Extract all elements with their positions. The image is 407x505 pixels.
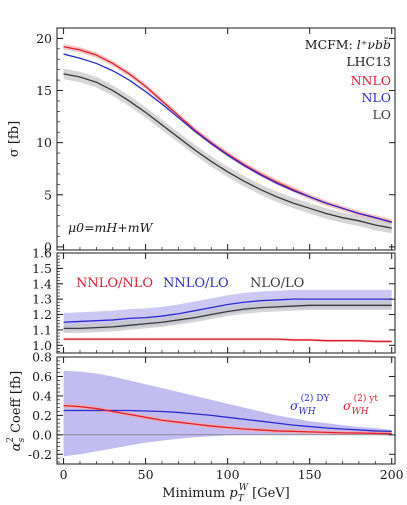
middle-ytick-label: 1.3 [32, 292, 52, 307]
bottom-line-layer [57, 404, 395, 436]
coeff-text: Coeff [fb] [9, 371, 24, 437]
bottom-line-2-dy-wh [63, 409, 392, 433]
middle-ytick-label: 1.0 [32, 338, 52, 353]
middle-ytick-label: 1.2 [32, 307, 52, 322]
legend-sigma-yt: σWH(2) yt [343, 393, 378, 417]
alpha-sup: 2 [6, 437, 16, 443]
bottom-ytick-label: 0.2 [32, 408, 52, 423]
sigma-dy-sub: WH [299, 407, 316, 417]
legend-nnlo: NNLO [351, 73, 391, 88]
alpha-sub: s [17, 437, 27, 442]
top-line-lo [63, 73, 392, 229]
top-ytick-label: 15 [36, 83, 52, 98]
sigma-dy-sup: (2) DY [301, 393, 331, 404]
pt-unit: [GeV] [248, 486, 290, 501]
middle-ticks: 1.01.11.21.31.41.51.6 [32, 246, 395, 353]
ratio-label-nlo-lo: NLO/LO [250, 276, 304, 291]
middle-frame [56, 252, 396, 354]
legend-nlo: NLO [362, 90, 392, 105]
ratio-label-nnlo-lo: NNLO/LO [163, 276, 229, 291]
bottom-ytick-label: 0.0 [32, 427, 52, 442]
middle-ytick-label: 1.4 [32, 276, 52, 291]
top-ytick-label: 0 [44, 239, 52, 254]
sigma-yt-sup: (2) yt [354, 393, 379, 404]
process-label: MCFM: l⁺νbb̄ [305, 36, 391, 52]
middle-ytick-label: 1.6 [32, 246, 52, 261]
top-ticks: 0 5 10 15 20 [36, 27, 395, 254]
middle-line-nnlo-lo [63, 298, 392, 323]
bottom-ticks: -0.2 0.0 0.2 0.4 0.6 0.8 0 50 100 150 200 [28, 350, 404, 483]
bottom-ytick-label: 0.6 [32, 369, 52, 384]
process-name: l⁺νbb̄ [357, 36, 391, 52]
bottom-ylabel: αs2 Coeff [fb] [6, 371, 27, 451]
middle-band-layer [63, 289, 392, 343]
middle-band-nlo-lo [63, 300, 392, 333]
top-band-lo [63, 68, 392, 234]
x-tick-label: 200 [380, 467, 404, 482]
middle-line-nnlo-nlo [63, 338, 392, 343]
bottom-frame [56, 356, 396, 465]
bottom-ytick-label: -0.2 [28, 447, 52, 462]
top-frame [56, 27, 396, 251]
top-line-nnlo [63, 46, 392, 223]
top-ytick-label: 20 [36, 31, 52, 46]
legend-lo: LO [372, 107, 391, 122]
legend-sigma-dy: σWH(2) DY [290, 393, 330, 417]
top-line-layer [63, 46, 392, 229]
top-band-layer [63, 44, 392, 234]
x-axis-title: Minimum pTW [GeV] [162, 483, 290, 504]
bottom-ytick-label: 0.4 [32, 388, 52, 403]
top-ylabel: σ [fb] [7, 121, 22, 157]
middle-ytick-label: 1.5 [32, 261, 52, 276]
x-tick-label: 0 [60, 467, 68, 482]
pt-sup: W [239, 483, 249, 493]
middle-line-nlo-lo [63, 304, 392, 330]
collider-label: LHC13 [346, 54, 391, 69]
panel-bottom: -0.2 0.0 0.2 0.4 0.6 0.8 0 50 100 150 200 αs2 Coef… [6, 350, 404, 505]
x-tick-label: 100 [216, 467, 240, 482]
top-ytick-label: 5 [44, 187, 52, 202]
ratio-label-nnlo-nlo: NNLO/NLO [76, 276, 153, 291]
middle-ytick-label: 1.1 [32, 322, 52, 337]
bottom-band-2-dy-wh [63, 370, 392, 457]
bottom-band-2-yt-wh [63, 403, 392, 436]
bottom-line-2-yt-wh [63, 404, 392, 435]
x-tick-label: 50 [138, 467, 154, 482]
top-line-nlo [63, 53, 392, 224]
top-ytick-label: 10 [36, 135, 52, 150]
x-tick-label: 150 [298, 467, 322, 482]
bottom-band-layer [63, 370, 392, 457]
bottom-ytick-label: 0.8 [32, 350, 52, 365]
process-prefix: MCFM: [305, 37, 357, 52]
pt-p: p [229, 486, 238, 501]
panel-middle: 1.01.11.21.31.41.51.6 NNLO/NLO NNLO/LO N… [32, 246, 396, 354]
alpha-s: α [9, 442, 24, 451]
pt-sub: T [238, 494, 245, 504]
sigma-yt-sub: WH [352, 407, 369, 417]
middle-line-layer [63, 298, 392, 343]
scale-label: μ0=mH+mW [68, 220, 154, 235]
